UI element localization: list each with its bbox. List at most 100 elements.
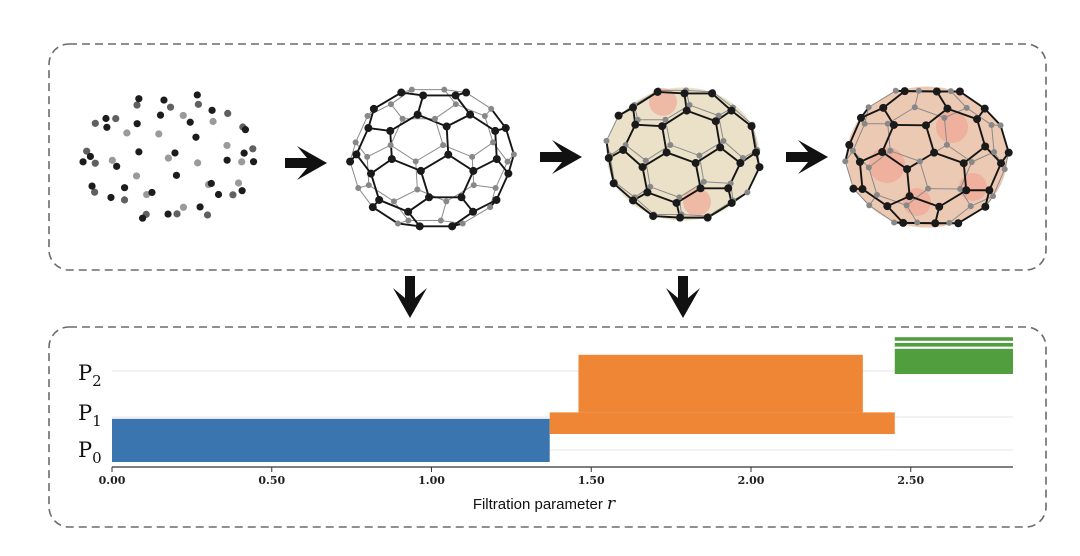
- point-node: [214, 190, 223, 199]
- graph-edge: [970, 195, 994, 207]
- graph-node: [440, 142, 447, 149]
- graph-edge: [607, 157, 615, 184]
- graph-node: [481, 113, 488, 120]
- graph-node: [930, 148, 939, 157]
- graph-node: [399, 115, 406, 122]
- graph-node: [887, 147, 894, 154]
- graph-node: [925, 185, 932, 192]
- graph-node: [414, 186, 421, 193]
- graph-edge: [634, 197, 655, 215]
- x-tick-label: 0.00: [99, 474, 126, 487]
- graph-node: [691, 159, 700, 168]
- graph-node: [700, 178, 707, 185]
- graph-node: [865, 104, 872, 111]
- graph-edge: [393, 201, 409, 221]
- graph-node: [914, 219, 921, 226]
- graph-node: [452, 101, 459, 108]
- point-node: [238, 187, 246, 195]
- graph-edge: [988, 162, 1002, 191]
- arrow-down-icon: [666, 276, 700, 318]
- graph-node: [425, 193, 434, 202]
- graph-edge: [963, 145, 986, 164]
- graph-node: [412, 158, 419, 165]
- graph-edge: [495, 161, 508, 189]
- x-axis-label: Filtration parameter r: [473, 494, 616, 514]
- point-node: [207, 179, 215, 188]
- arrow-right-icon: [786, 140, 828, 174]
- point-node: [229, 191, 237, 199]
- point-node: [203, 211, 212, 219]
- graph-node: [980, 104, 989, 113]
- point-node: [103, 123, 111, 131]
- point-node: [120, 196, 129, 204]
- graph-node: [861, 120, 868, 127]
- graph-node: [492, 155, 501, 164]
- graph-node: [629, 196, 638, 205]
- graph-edge: [868, 167, 878, 195]
- graph-node: [899, 218, 908, 227]
- point-node: [83, 147, 91, 155]
- graph-edge: [446, 184, 475, 202]
- x-tick-label: 0.50: [258, 474, 285, 487]
- graph-edge: [632, 199, 654, 217]
- graph-edge: [861, 188, 888, 207]
- graph-node: [394, 220, 401, 227]
- graph-node: [365, 182, 372, 189]
- graph-node: [858, 185, 867, 194]
- graph-edge: [625, 144, 647, 161]
- graph-edge: [417, 113, 448, 128]
- graph-node: [1001, 166, 1008, 173]
- graph-node: [437, 217, 444, 224]
- graph-edge: [469, 113, 496, 132]
- graph-node: [954, 219, 963, 228]
- graph-node: [442, 122, 451, 131]
- graph-node: [943, 104, 952, 113]
- graph-node: [653, 87, 662, 96]
- point-node: [249, 145, 257, 153]
- graph-edge: [370, 173, 381, 201]
- graph-node: [355, 184, 362, 191]
- graph-edge: [355, 153, 372, 175]
- point-node: [133, 120, 141, 128]
- graph-node: [696, 152, 703, 159]
- graph-node: [997, 159, 1006, 168]
- graph-node: [736, 159, 745, 168]
- barcode-bar-p1: [578, 354, 863, 413]
- graph-edge: [714, 121, 722, 148]
- graph-edge: [407, 196, 430, 213]
- graph-node: [448, 222, 457, 231]
- graph-node: [903, 202, 910, 209]
- graph-node: [997, 122, 1004, 129]
- graph-node: [981, 202, 990, 211]
- graph-node: [931, 219, 940, 228]
- graph-edge: [670, 144, 700, 157]
- point-node: [171, 149, 179, 157]
- graph-node: [891, 219, 898, 226]
- graph-node: [990, 193, 997, 200]
- graph-node: [504, 158, 511, 165]
- full-complex-stage: [842, 86, 1013, 228]
- graph-edge: [370, 158, 393, 175]
- graph-edge: [473, 184, 496, 189]
- graph-edge: [451, 211, 474, 228]
- graph-node: [451, 91, 460, 100]
- graph-edge: [642, 151, 668, 168]
- point-node: [208, 106, 216, 114]
- graph-node: [387, 142, 394, 149]
- graph-node: [921, 121, 930, 130]
- y-label-p1: P1: [78, 401, 102, 430]
- graph-node: [647, 183, 654, 190]
- point-node: [91, 119, 99, 127]
- graph-edge: [472, 158, 498, 172]
- graph-edge: [852, 123, 866, 152]
- graph-edge: [419, 170, 430, 198]
- point-node: [223, 156, 231, 164]
- point-node: [166, 103, 175, 111]
- graph-edge: [881, 151, 908, 170]
- graph-node: [501, 124, 510, 133]
- graph-edge: [471, 142, 494, 158]
- graph-node: [957, 186, 964, 193]
- barcode-bar-p2: [894, 337, 1013, 341]
- graph-node: [680, 89, 689, 98]
